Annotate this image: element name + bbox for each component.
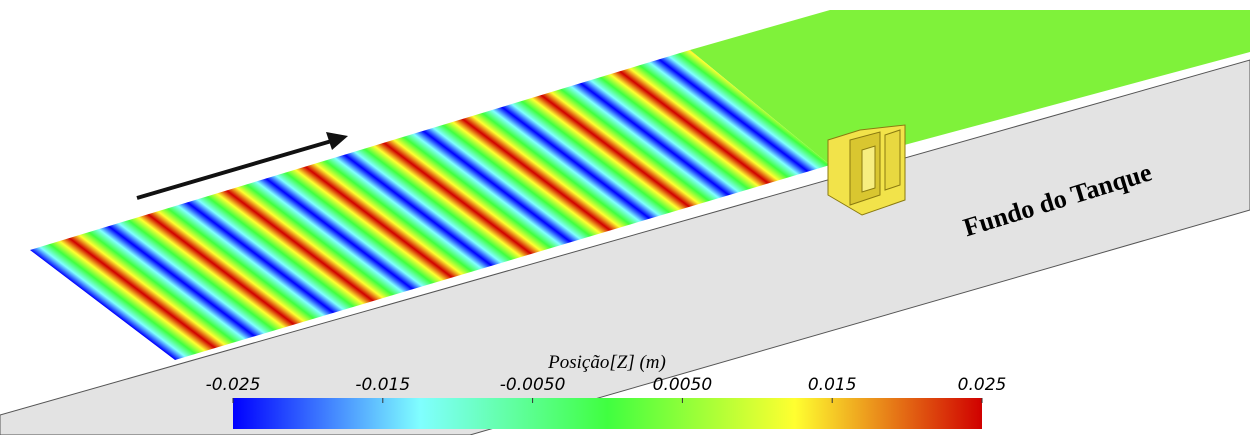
colorbar-title: Posição[Z] (m) bbox=[547, 352, 666, 373]
scene: Fundo do Tanque Posição[Z] (m) -0.025-0.… bbox=[0, 0, 1250, 435]
colorbar bbox=[233, 398, 982, 429]
tick-label: 0.025 bbox=[958, 375, 1007, 395]
tick-label: 0.0050 bbox=[653, 375, 712, 395]
structure bbox=[828, 125, 905, 215]
tick-label: -0.0050 bbox=[500, 375, 566, 395]
tick-label: 0.015 bbox=[808, 375, 857, 395]
tick-label: -0.015 bbox=[355, 375, 410, 395]
tick-label: -0.025 bbox=[206, 375, 261, 395]
